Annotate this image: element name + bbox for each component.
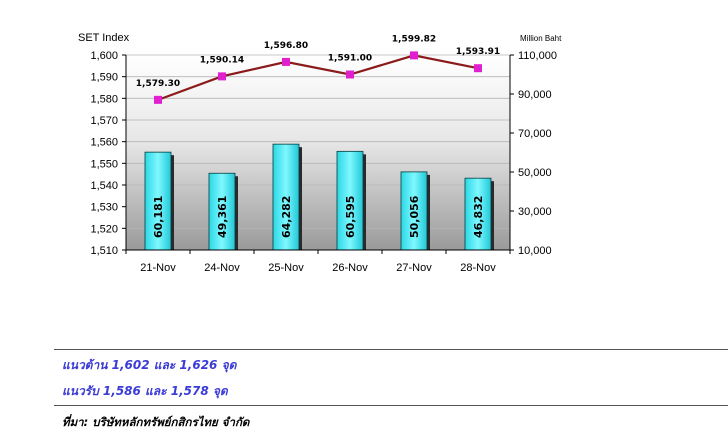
set-index-marker	[154, 95, 162, 104]
left-tick-label: 1,510	[90, 245, 118, 257]
category-label: 27-Nov	[396, 262, 432, 274]
set-index-marker	[282, 57, 290, 66]
notes-bottom-rule	[54, 405, 728, 406]
volume-bar	[464, 177, 492, 251]
bar-value-label: 60,595	[344, 196, 357, 238]
left-tick-label: 1,530	[90, 202, 118, 214]
right-tick-label: 90,000	[518, 89, 552, 101]
set-index-marker	[218, 72, 226, 81]
left-tick-label: 1,580	[90, 93, 118, 105]
notes-top-rule	[54, 349, 728, 350]
bar-value-label: 60,181	[152, 196, 165, 238]
right-tick-label: 110,000	[518, 50, 557, 62]
set-index-marker	[474, 64, 482, 73]
set-index-value-label: 1,599.82	[392, 34, 436, 44]
category-label: 21-Nov	[140, 262, 176, 274]
source-note: ที่มา: บริษัทหลักทรัพย์กสิกรไทย จำกัด	[62, 415, 250, 429]
resistance-note: แนวต้าน 1,602 และ 1,626 จุด	[62, 358, 237, 372]
left-tick-label: 1,590	[90, 72, 118, 84]
left-tick-label: 1,540	[90, 180, 118, 192]
volume-bar	[144, 151, 172, 251]
plot-area	[126, 55, 510, 250]
set-index-value-label: 1,596.80	[264, 41, 308, 51]
left-tick-label: 1,560	[90, 137, 118, 149]
category-label: 28-Nov	[460, 262, 496, 274]
set-index-value-label: 1,593.91	[456, 47, 500, 57]
category-label: 26-Nov	[332, 262, 368, 274]
bar-value-label: 50,056	[408, 195, 421, 238]
right-tick-label: 30,000	[518, 206, 552, 218]
category-label: 25-Nov	[268, 262, 304, 274]
right-tick-label: 50,000	[518, 167, 552, 179]
bar-value-label: 64,282	[280, 196, 293, 238]
category-label: 24-Nov	[204, 262, 240, 274]
volume-bar	[272, 143, 300, 251]
bar-value-label: 46,832	[472, 196, 485, 238]
set-index-value-label: 1,590.14	[200, 55, 244, 65]
set-index-value-label: 1,591.00	[328, 54, 372, 64]
volume-bar	[400, 171, 428, 251]
left-tick-label: 1,570	[90, 115, 118, 127]
support-note: แนวรับ 1,586 และ 1,578 จุด	[62, 384, 228, 398]
set-index-chart: 60,181 49,361 64,282 60,595 50,056 46,832 1,5…	[78, 32, 562, 274]
right-axis-title: Million Baht	[520, 34, 562, 43]
right-tick-label: 10,000	[518, 245, 552, 257]
left-tick-label: 1,520	[90, 223, 118, 235]
right-tick-label: 70,000	[518, 128, 552, 140]
left-tick-label: 1,600	[90, 50, 118, 62]
left-tick-label: 1,550	[90, 158, 118, 170]
bar-value-label: 49,361	[216, 196, 229, 238]
set-index-value-label: 1,579.30	[136, 79, 180, 89]
set-index-marker	[346, 70, 354, 79]
volume-bar	[336, 150, 364, 251]
set-index-marker	[410, 51, 418, 60]
left-axis-title: SET Index	[78, 32, 130, 44]
set-index-line	[157, 54, 479, 101]
